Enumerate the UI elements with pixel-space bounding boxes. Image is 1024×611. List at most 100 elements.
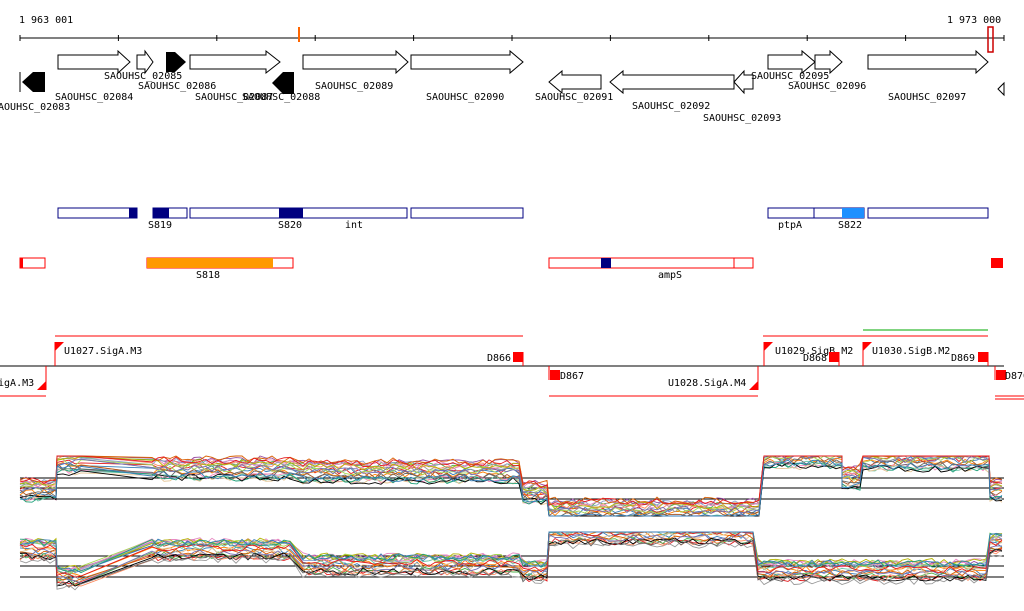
gene-arrow-partial — [997, 81, 1005, 97]
terminator-d869[interactable] — [978, 352, 988, 362]
feature-s819-block — [153, 208, 169, 218]
terminator-label-d866: D866 — [487, 353, 511, 364]
expression-lines — [19, 531, 1003, 591]
expression-trace — [19, 538, 1003, 589]
promoter-label-left: SigA.M3 — [0, 378, 34, 389]
promoter-track: U1027.SigA.M3 D866 D867 U1028.SigA.M4 U1… — [0, 329, 1024, 400]
feature-box[interactable] — [867, 207, 989, 219]
gene-arrow — [609, 69, 735, 95]
gene-arrow — [22, 72, 45, 92]
terminator-label-d867: D867 — [560, 371, 584, 382]
terminator-d867[interactable] — [550, 370, 560, 380]
gene-label: SAOUHSC_02089 — [315, 81, 393, 92]
expression-trace — [19, 455, 1003, 514]
feature-label-s822: S822 — [838, 220, 862, 231]
gene-saouhsc-02090[interactable]: SAOUHSC_02090 — [410, 49, 524, 103]
promoter-label-u1027: U1027.SigA.M3 — [64, 346, 142, 357]
gene-label: SAOUHSC_02084 — [55, 92, 133, 103]
feature-label-s819: S819 — [148, 220, 172, 231]
gene-arrow — [867, 49, 989, 75]
gene-label: SAOUHSC_02097 — [888, 92, 966, 103]
gene-arrow — [410, 49, 524, 75]
gene-label: SAOUHSC_02092 — [632, 101, 710, 112]
gene-label: SAOUHSC_02091 — [535, 92, 613, 103]
gene-arrow — [814, 49, 843, 75]
expression-trace — [19, 459, 1003, 517]
gene-arrow — [166, 52, 186, 72]
gene-saouhsc-02089[interactable]: SAOUHSC_02089 — [302, 49, 409, 92]
promoter-label-u1028: U1028.SigA.M4 — [668, 378, 746, 389]
feature-box[interactable] — [57, 207, 138, 219]
expression-trace — [19, 537, 1003, 587]
expression-trace — [19, 531, 1003, 578]
terminator-d870[interactable] — [996, 370, 1006, 380]
gene-arrow — [189, 49, 281, 75]
expression-trace — [19, 455, 1003, 506]
gene-label: SAOUHSC_02087 — [195, 92, 273, 103]
terminator-label-d868: D868 — [803, 353, 827, 364]
feature-amps-block — [601, 258, 611, 268]
gene-label: SAOUHSC_02095 — [751, 71, 829, 82]
gene-label: SAOUHSC_02088 — [242, 92, 320, 103]
gene-saouhsc-02092[interactable]: SAOUHSC_02092 — [609, 69, 735, 112]
gene-saouhsc-02083[interactable]: SAOUHSC_02083 — [0, 72, 70, 113]
feature-s820-block — [279, 208, 303, 218]
gene-saouhsc-02086[interactable]: SAOUHSC_02086 — [138, 52, 216, 92]
promoter-label-u1029: U1029.SigB.M2 — [775, 346, 853, 357]
gene-track: SAOUHSC_02083 SAOUHSC_02084 SAOUHSC_0208… — [0, 49, 1005, 124]
gene-saouhsc-02096[interactable]: SAOUHSC_02096 — [788, 49, 866, 92]
feature-track-plus: S819 S820 int ptpA S822 — [57, 207, 989, 231]
gene-arrow — [302, 49, 409, 75]
gene-saouhsc-02088[interactable]: SAOUHSC_02088 — [242, 72, 320, 103]
gene-label: SAOUHSC_02096 — [788, 81, 866, 92]
terminator-d868[interactable] — [829, 352, 839, 362]
gene-arrow — [767, 49, 816, 75]
gene-saouhsc-02095[interactable]: SAOUHSC_02095 — [751, 49, 829, 82]
gene-label: SAOUHSC_02083 — [0, 102, 70, 113]
gene-saouhsc-02093[interactable]: SAOUHSC_02093 — [703, 69, 781, 124]
feature-block — [129, 208, 137, 218]
promoter-flag[interactable] — [749, 381, 758, 390]
gene-saouhsc-02097[interactable]: SAOUHSC_02097 — [867, 49, 989, 103]
expression-trace — [19, 537, 1003, 587]
gene-label: SAOUHSC_02086 — [138, 81, 216, 92]
expression-lines — [19, 455, 1003, 517]
promoter-flag[interactable] — [37, 381, 46, 390]
feature-box[interactable] — [410, 207, 524, 219]
promoter-flag[interactable] — [55, 342, 64, 351]
ruler: 1 963 001 1 973 000 — [19, 15, 1005, 53]
feature-s818-block — [147, 258, 273, 268]
feature-box[interactable] — [19, 257, 46, 269]
gene-saouhsc-02084[interactable]: SAOUHSC_02084 — [55, 49, 133, 103]
feature-s822-block — [842, 208, 864, 218]
expression-trace — [19, 531, 1003, 573]
gene-label: SAOUHSC_02085 — [104, 71, 182, 82]
feature-amps-box[interactable] — [548, 257, 754, 269]
gene-arrow — [272, 72, 294, 94]
feature-label-amps: ampS — [658, 270, 682, 281]
gene-saouhsc-02091[interactable]: SAOUHSC_02091 — [535, 69, 613, 103]
gene-arrow — [136, 49, 154, 75]
feature-block[interactable] — [991, 258, 1003, 268]
feature-label-int: int — [345, 220, 363, 231]
feature-block — [20, 258, 23, 268]
feature-track-minus: S818 ampS — [19, 257, 1003, 281]
gene-arrow — [548, 69, 602, 95]
selection-marker — [987, 26, 994, 53]
ruler-end-label: 1 973 000 — [947, 15, 1001, 26]
promoter-label-u1030: U1030.SigB.M2 — [872, 346, 950, 357]
terminator-label-d869: D869 — [951, 353, 975, 364]
promoter-flag[interactable] — [863, 342, 872, 351]
terminator-label-d870: D870 — [1005, 371, 1024, 382]
gene-arrow — [57, 49, 131, 75]
feature-label-s820: S820 — [278, 220, 302, 231]
terminator-d866[interactable] — [513, 352, 523, 362]
gene-label: SAOUHSC_02093 — [703, 113, 781, 124]
promoter-flag[interactable] — [764, 342, 773, 351]
feature-label-ptpa: ptpA — [778, 220, 802, 231]
gene-saouhsc-02085[interactable]: SAOUHSC_02085 — [104, 49, 182, 82]
feature-label-s818: S818 — [196, 270, 220, 281]
gene-saouhsc-02087[interactable]: SAOUHSC_02087 — [189, 49, 281, 103]
expression-panel-plus — [19, 455, 1004, 517]
